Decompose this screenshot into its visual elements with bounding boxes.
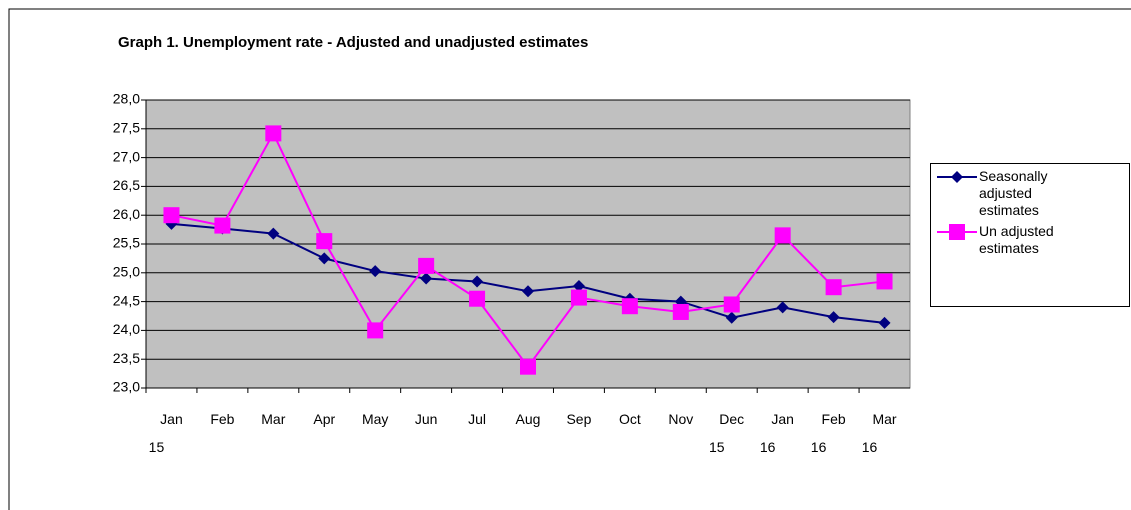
x-tick-label: Mar: [261, 411, 285, 427]
y-tick-label: 25,5: [113, 235, 140, 251]
x-tick-label: Jan 15: [149, 411, 183, 455]
data-point: [520, 358, 536, 375]
x-tick-label: Nov: [668, 411, 693, 427]
x-tick-label: Oct: [619, 411, 641, 427]
data-point: [318, 252, 331, 265]
x-tick-label: May: [362, 411, 388, 427]
legend-label: Un adjusted estimates: [979, 223, 1054, 256]
data-point: [367, 322, 384, 339]
y-tick-label: 25,0: [113, 264, 140, 280]
y-tick-label: 23,0: [113, 379, 140, 395]
data-point: [825, 279, 842, 296]
legend-item: Seasonally adjusted estimates: [931, 164, 1129, 219]
y-tick-label: 27,5: [113, 120, 140, 136]
x-tick-label: Sep: [566, 411, 591, 427]
data-point: [827, 311, 840, 324]
data-point: [876, 273, 893, 290]
legend-label: Seasonally adjusted estimates: [979, 168, 1048, 218]
y-tick-label: 27,0: [113, 148, 140, 164]
data-point: [621, 298, 638, 315]
legend-marker: [937, 171, 977, 183]
data-point: [267, 227, 280, 240]
data-point: [878, 316, 891, 329]
data-point: [522, 285, 534, 298]
data-point: [420, 272, 433, 285]
x-tick-label: Aug: [516, 411, 541, 427]
x-tick-label: Feb: [210, 411, 234, 427]
data-point: [725, 311, 738, 324]
y-tick-label: 23,5: [113, 350, 140, 366]
chart-title: Graph 1. Unemployment rate - Adjusted an…: [118, 34, 588, 51]
x-tick-label: Mar 16: [862, 411, 897, 455]
x-tick-label: Jan 16: [760, 411, 794, 455]
y-tick-label: 24,5: [113, 292, 140, 308]
y-tick-label: 28,0: [113, 91, 140, 107]
legend: Seasonally adjusted estimates Un adjusted…: [930, 163, 1130, 307]
y-tick-label: 26,0: [113, 206, 140, 222]
x-tick-label: Apr: [313, 411, 335, 427]
data-point: [369, 265, 382, 278]
legend-symbol: [949, 224, 965, 240]
data-point: [776, 301, 789, 314]
x-tick-label: Jun: [415, 411, 438, 427]
legend-marker: [937, 224, 977, 240]
legend-symbol: [951, 171, 963, 183]
x-tick-label: Jul: [468, 411, 486, 427]
data-point: [471, 275, 484, 288]
data-point: [163, 207, 180, 224]
data-point: [214, 217, 231, 234]
y-tick-label: 24,0: [113, 321, 140, 337]
data-point: [265, 125, 282, 142]
data-point: [774, 227, 791, 244]
data-point: [469, 290, 486, 307]
data-point: [672, 303, 689, 320]
x-tick-label: Dec 15: [709, 411, 744, 455]
x-tick-label: Feb 16: [811, 411, 846, 455]
data-point: [572, 280, 585, 293]
data-point: [418, 257, 435, 274]
y-tick-label: 26,5: [113, 177, 140, 193]
legend-item: Un adjusted estimates: [931, 219, 1129, 257]
data-point: [316, 233, 333, 250]
data-point: [723, 296, 740, 313]
data-point: [570, 289, 587, 306]
